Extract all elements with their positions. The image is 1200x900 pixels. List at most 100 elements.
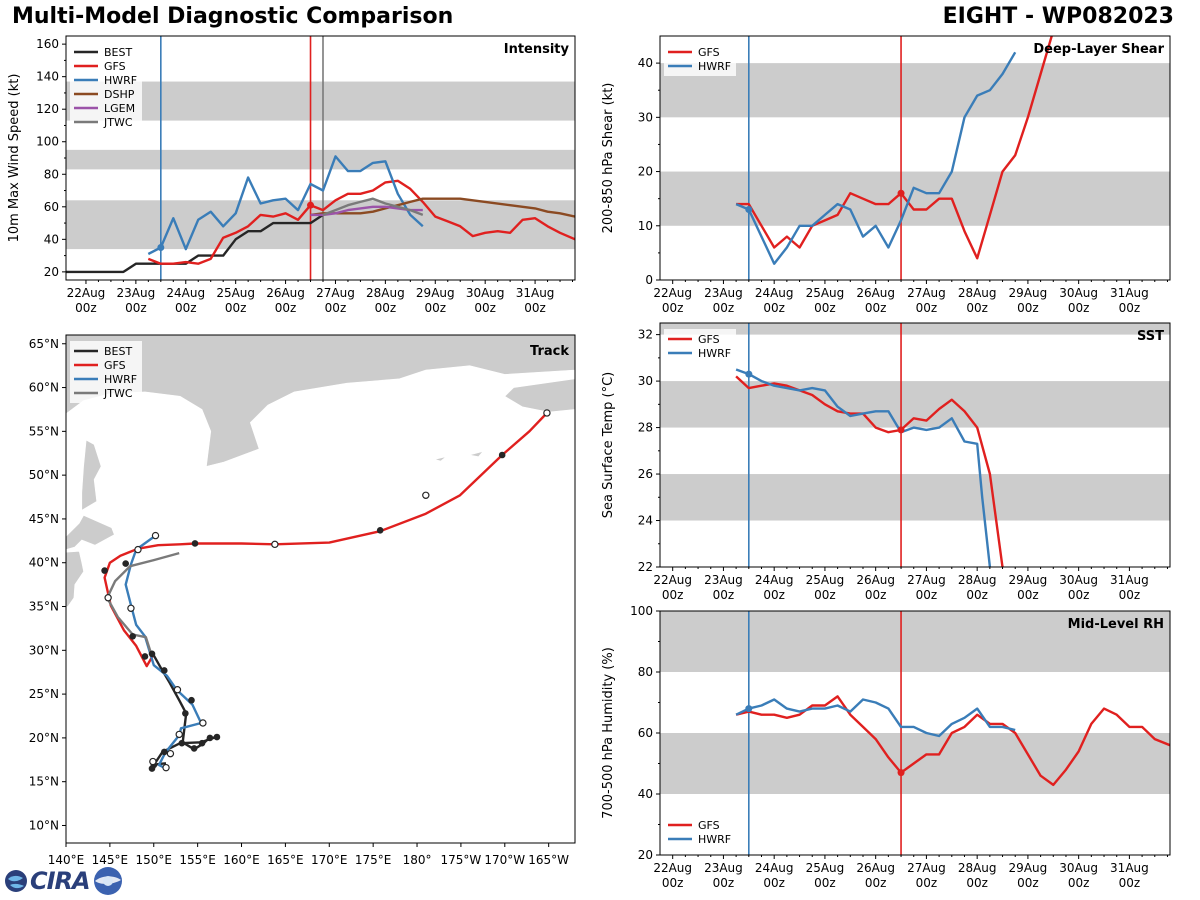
land-mass	[469, 450, 484, 458]
intensity-xtick-label: 31Aug 00z	[516, 286, 555, 315]
rh-xtick-label: 26Aug 00z	[856, 861, 895, 890]
shear-band	[660, 63, 1170, 118]
rh-xtick-label: 28Aug 00z	[958, 861, 997, 890]
track-series-gfs	[103, 412, 548, 668]
shear-xtick-label: 26Aug 00z	[856, 286, 895, 315]
land-mass	[434, 456, 447, 462]
rh-legend-box	[664, 815, 736, 849]
cira-logo: CIRA	[4, 866, 124, 896]
intensity-ytick-label: 160	[36, 37, 59, 51]
shear-plot-area	[660, 36, 1170, 280]
sst-series-gfs	[735, 375, 1004, 567]
shear-xtick-label: 24Aug 00z	[755, 286, 794, 315]
track-point-filled	[122, 560, 129, 567]
track-series-hwrf	[124, 534, 203, 769]
intensity-series-jtwc	[322, 197, 424, 217]
rh-ytick-label: 100	[630, 604, 653, 618]
track-point-filled	[376, 527, 384, 534]
rh-legend-label: HWRF	[698, 833, 731, 846]
track-point-filled	[498, 451, 506, 459]
track-xtick-label: 180°	[403, 853, 432, 867]
track-xtick-label: 165°W	[528, 853, 569, 867]
intensity-legend-label: LGEM	[104, 102, 135, 115]
track-xtick-label: 165°E	[267, 853, 304, 867]
track-ytick-label: 35°N	[29, 600, 59, 614]
sst-ytick-label: 26	[638, 467, 653, 481]
sst-ytick-label: 28	[638, 421, 653, 435]
sst-xtick-label: 24Aug 00z	[755, 573, 794, 602]
track-xtick-label: 170°W	[484, 853, 525, 867]
sst-xtick-label: 28Aug 00z	[958, 573, 997, 602]
track-xtick-label: 140°E	[48, 853, 85, 867]
sst-legend-label: GFS	[698, 333, 720, 346]
shear-xtick-label: 27Aug 00z	[907, 286, 946, 315]
track-xtick-label: 175°W	[441, 853, 482, 867]
track-point-open	[271, 540, 279, 549]
track-point-filled	[148, 650, 156, 658]
shear-band	[660, 171, 1170, 226]
sst-band	[660, 474, 1170, 521]
rh-series-hwrf	[735, 698, 1016, 738]
rh-xtick-label: 31Aug 00z	[1110, 861, 1149, 890]
sst-band	[660, 323, 1170, 335]
intensity-xtick-label: 25Aug 00z	[216, 286, 255, 315]
intensity-xtick-label: 27Aug 00z	[316, 286, 355, 315]
intensity-band	[66, 149, 575, 170]
intensity-plot-area	[66, 36, 575, 280]
intensity-ytick-label: 20	[44, 265, 59, 279]
sst-xtick-label: 30Aug 00z	[1059, 573, 1098, 602]
intensity-legend-label: JTWC	[103, 116, 133, 129]
shear-xtick-label: 31Aug 00z	[1110, 286, 1149, 315]
sst-xtick-label: 25Aug 00z	[806, 573, 845, 602]
sst-xtick-label: 22Aug 00z	[653, 573, 692, 602]
sst-xtick-label: 29Aug 00z	[1009, 573, 1048, 602]
track-point-filled	[198, 739, 206, 747]
sst-marker-gfs	[897, 426, 905, 434]
intensity-legend-label: BEST	[104, 46, 132, 59]
shear-ytick-label: 30	[638, 110, 653, 124]
track-point-open	[104, 594, 112, 602]
sst-legend-box	[664, 329, 736, 363]
storm-title: EIGHT - WP082023	[942, 4, 1174, 29]
rh-marker-gfs	[897, 769, 905, 777]
shear-ytick-label: 20	[638, 165, 653, 179]
intensity-ytick-label: 140	[36, 70, 59, 84]
rh-marker-hwrf	[745, 705, 753, 713]
sst-frame	[659, 322, 1171, 568]
track-point-filled	[213, 733, 221, 741]
intensity-series-dshp	[310, 197, 575, 218]
track-point-filled	[101, 567, 108, 574]
sst-plot-area	[660, 323, 1170, 567]
sst-band	[660, 381, 1170, 428]
track-point-open	[134, 545, 142, 554]
track-point-filled	[160, 748, 168, 756]
intensity-marker-hwrf	[157, 243, 165, 251]
track-ytick-label: 45°N	[29, 512, 59, 526]
shear-ytick-label: 0	[645, 273, 653, 287]
track-point-open	[173, 686, 182, 694]
intensity-ylabel: 10m Max Wind Speed (kt)	[7, 74, 22, 243]
shear-marker-gfs	[897, 189, 905, 197]
shear-marker-hwrf	[745, 206, 753, 214]
rh-xtick-label: 24Aug 00z	[755, 861, 794, 890]
track-title: Track	[530, 344, 569, 359]
intensity-marker-gfs	[307, 201, 315, 209]
rh-ytick-label: 20	[638, 848, 653, 862]
sst-legend-label: HWRF	[698, 347, 731, 360]
track-point-open	[151, 531, 160, 540]
track-point-open	[199, 719, 207, 727]
track-xtick-label: 150°E	[136, 853, 173, 867]
shear-xtick-label: 22Aug 00z	[653, 286, 692, 315]
track-point-filled	[182, 710, 189, 717]
shear-legend-box	[664, 42, 736, 76]
track-point-open	[166, 749, 175, 758]
sst-title: SST	[1137, 329, 1164, 344]
sst-xtick-label: 26Aug 00z	[856, 573, 895, 602]
track-point-open	[543, 409, 551, 417]
track-point-filled	[188, 696, 195, 704]
track-point-filled	[129, 632, 136, 640]
track-legend-label: HWRF	[104, 373, 137, 386]
